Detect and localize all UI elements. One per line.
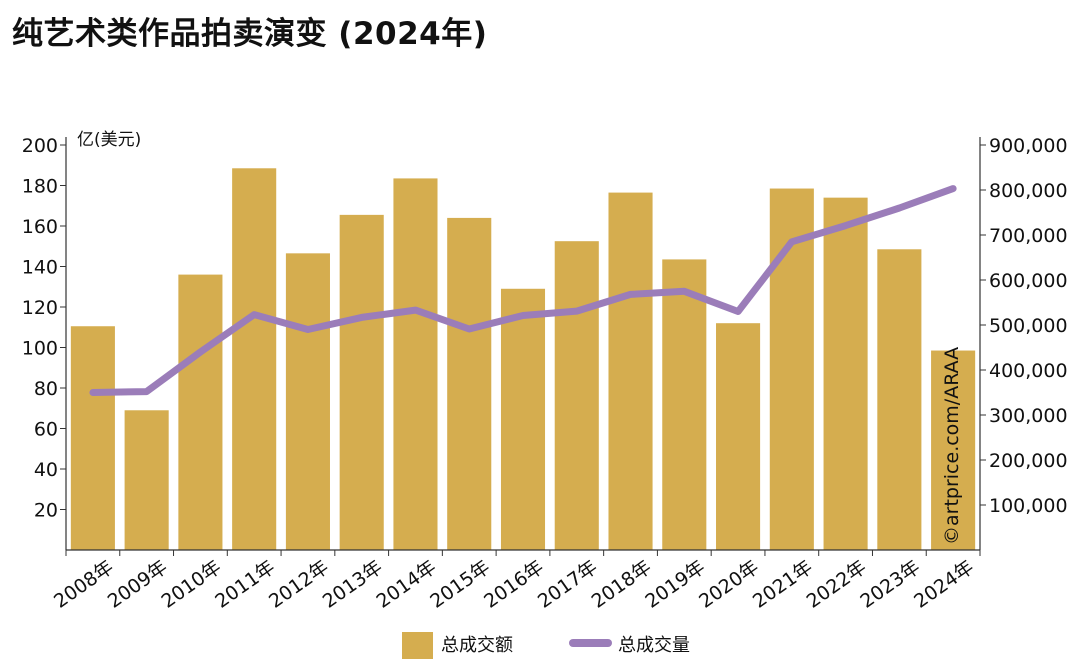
left-tick-label: 100: [22, 338, 58, 360]
left-tick-label: 60: [34, 419, 58, 441]
right-tick-label: 800,000: [989, 180, 1068, 202]
bar: [124, 410, 169, 550]
line-series-volume: [89, 185, 957, 396]
left-tick-label: 120: [22, 297, 58, 319]
x-tick-label: 2023年: [856, 556, 924, 613]
left-tick-label: 40: [34, 459, 58, 481]
right-tick-label: 900,000: [989, 135, 1068, 157]
credit-text: ©artprice.com/ARAA: [941, 347, 963, 545]
x-tick-label: 2024年: [910, 556, 978, 613]
bar: [500, 288, 546, 550]
legend: 总成交额 总成交量: [402, 632, 690, 659]
bar: [877, 249, 922, 550]
bar: [178, 274, 223, 550]
right-tick-label: 100,000: [989, 495, 1068, 517]
bar: [554, 241, 599, 550]
x-tick-label: 2013年: [319, 556, 387, 613]
bar: [285, 253, 330, 550]
chart-title: 纯艺术类作品拍卖演变 (2024年): [12, 16, 488, 52]
bar: [232, 168, 277, 550]
right-tick-label: 300,000: [989, 405, 1068, 427]
bar: [447, 217, 492, 550]
x-tick-label: 2009年: [104, 556, 172, 613]
x-tick-label: 2018年: [588, 556, 656, 613]
bar: [339, 214, 384, 551]
x-tick-label: 2017年: [534, 556, 602, 613]
bar: [608, 192, 653, 550]
x-tick-label: 2019年: [641, 556, 709, 613]
right-tick-label: 600,000: [989, 270, 1068, 292]
bar: [931, 350, 976, 550]
right-tick-label: 400,000: [989, 360, 1068, 382]
bar: [823, 197, 868, 550]
left-axis-unit: 亿(美元): [77, 130, 141, 150]
x-tick-label: 2015年: [426, 556, 494, 613]
left-tick-label: 80: [34, 378, 58, 400]
legend-swatch-bar: [402, 632, 433, 659]
legend-label-line: 总成交量: [618, 635, 690, 656]
left-tick-label: 200: [22, 135, 58, 157]
left-tick-label: 160: [22, 216, 58, 238]
left-tick-label: 180: [22, 176, 58, 198]
x-tick-label: 2014年: [373, 556, 441, 613]
right-tick-label: 200,000: [989, 450, 1068, 472]
x-tick-label: 2016年: [480, 556, 548, 613]
bar: [393, 178, 438, 550]
right-tick-label: 500,000: [989, 315, 1068, 337]
left-tick-label: 140: [22, 257, 58, 279]
bar: [662, 259, 707, 550]
right-tick-label: 700,000: [989, 225, 1068, 247]
x-tick-label: 2008年: [50, 556, 118, 613]
legend-label-bar: 总成交额: [441, 635, 513, 656]
x-tick-label: 2011年: [211, 556, 279, 613]
bar: [769, 188, 814, 550]
x-tick-label: 2012年: [265, 556, 333, 613]
x-tick-label: 2010年: [157, 556, 225, 613]
x-tick-label: 2021年: [749, 556, 817, 613]
bar: [70, 326, 115, 550]
left-tick-label: 20: [34, 500, 58, 522]
bar: [716, 323, 761, 550]
x-tick-label: 2022年: [803, 556, 871, 613]
x-tick-label: 2020年: [695, 556, 763, 613]
